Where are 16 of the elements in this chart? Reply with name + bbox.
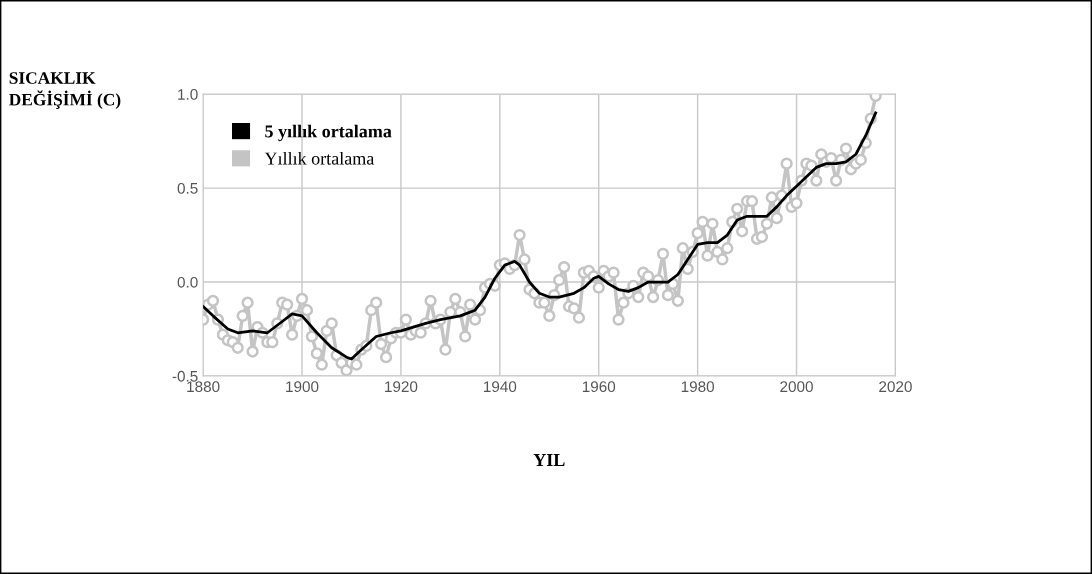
x-tick-label: 1960 (582, 381, 616, 393)
x-tick-label: 2020 (879, 381, 912, 393)
x-tick-label: 1880 (187, 381, 220, 393)
x-tick-label: 1940 (484, 381, 517, 393)
y-tick-label: 0.0 (177, 276, 198, 288)
legend-label: 5 yıllık ortalama (265, 124, 392, 142)
x-tick-label: 1980 (681, 381, 715, 393)
x-tick-label: 2000 (780, 381, 813, 393)
x-tick-label: 1900 (286, 381, 319, 393)
y-tick-label: 0.5 (177, 182, 198, 194)
x-axis-title: YIL (533, 454, 565, 466)
y-axis-title: SICAKLIK DEĞİŞİMİ (C) (9, 72, 121, 110)
y-tick-label: 1.0 (178, 89, 198, 100)
x-tick-label: 1920 (385, 381, 418, 393)
y-tick-label: -0.5 (172, 370, 198, 382)
legend-label: Yıllık ortalama (264, 151, 375, 165)
